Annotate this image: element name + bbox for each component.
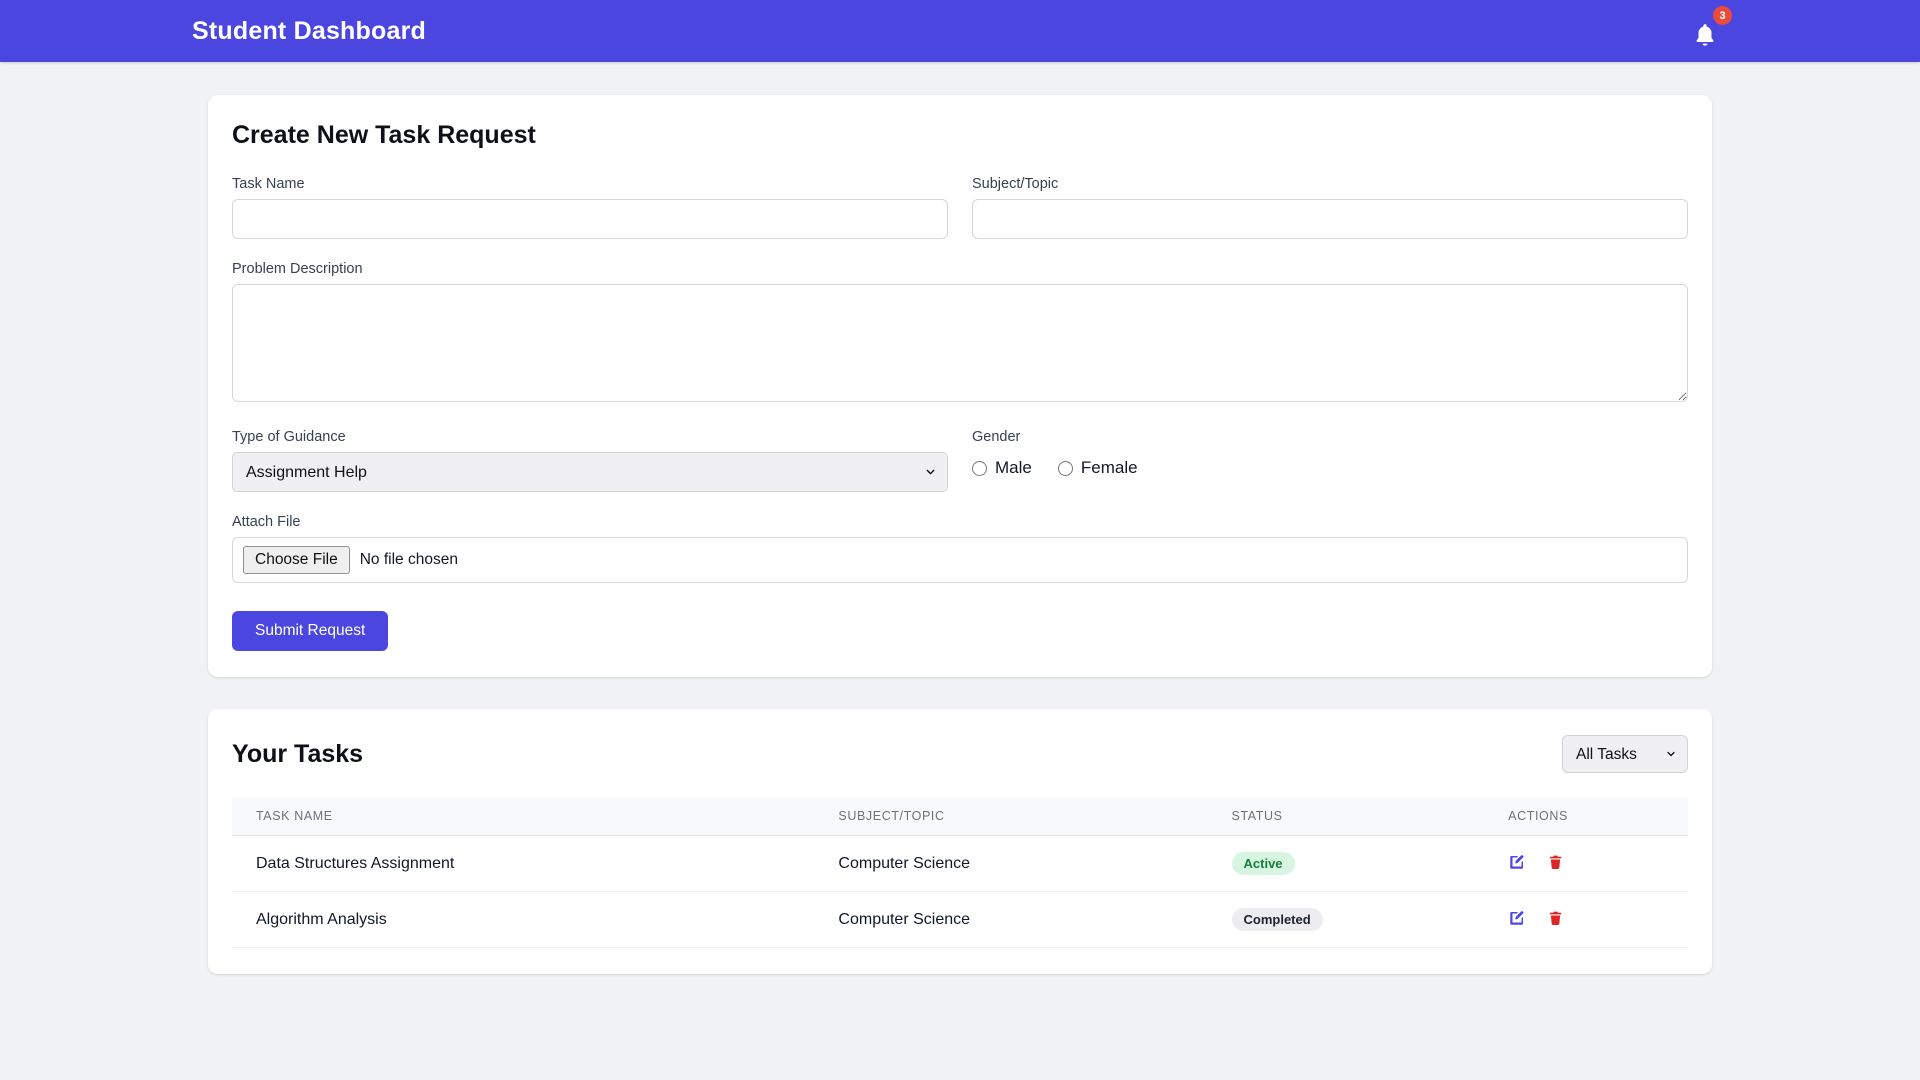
task-name-cell: Data Structures Assignment [232,836,814,892]
gender-male-radio[interactable] [972,461,987,476]
task-name-label: Task Name [232,176,948,192]
notifications-button[interactable]: 3 [1692,14,1722,48]
guidance-type-select[interactable]: Assignment Help [232,452,948,492]
edit-icon [1508,909,1526,930]
main-content: Create New Task Request Task Name Subjec… [192,95,1728,974]
subject-cell: Computer Science [814,892,1207,948]
subject-topic-input[interactable] [972,199,1688,239]
your-tasks-card: Your Tasks All Tasks Task Name Subject/T… [208,709,1712,974]
create-task-card: Create New Task Request Task Name Subjec… [208,95,1712,677]
page-title: Student Dashboard [192,17,426,46]
task-filter-select[interactable]: All Tasks [1562,735,1688,773]
column-header-actions: Actions [1484,797,1688,836]
submit-request-button[interactable]: Submit Request [232,611,388,651]
create-task-title: Create New Task Request [232,121,1688,150]
trash-icon [1547,909,1564,930]
gender-female-label: Female [1081,458,1138,478]
edit-icon [1508,853,1526,874]
delete-task-button[interactable] [1547,853,1564,874]
gender-male-label: Male [995,458,1032,478]
tasks-table: Task Name Subject/Topic Status Actions D… [232,797,1688,948]
delete-task-button[interactable] [1547,909,1564,930]
subject-topic-label: Subject/Topic [972,176,1688,192]
guidance-type-label: Type of Guidance [232,429,948,445]
attach-file-label: Attach File [232,514,1688,530]
gender-female-radio[interactable] [1058,461,1073,476]
edit-task-button[interactable] [1508,909,1526,930]
tasks-table-header-row: Task Name Subject/Topic Status Actions [232,797,1688,836]
column-header-task-name: Task Name [232,797,814,836]
status-badge: Active [1232,852,1295,875]
app-header: Student Dashboard 3 [0,0,1920,62]
your-tasks-title: Your Tasks [232,740,363,769]
table-row: Data Structures Assignment Computer Scie… [232,836,1688,892]
notification-count-badge: 3 [1713,6,1732,25]
task-name-input[interactable] [232,199,948,239]
problem-description-textarea[interactable] [232,284,1688,402]
file-input[interactable]: Choose File No file chosen [232,537,1688,583]
table-row: Algorithm Analysis Computer Science Comp… [232,892,1688,948]
subject-cell: Computer Science [814,836,1207,892]
task-name-cell: Algorithm Analysis [232,892,814,948]
file-chosen-status: No file chosen [360,551,458,569]
column-header-subject-topic: Subject/Topic [814,797,1207,836]
gender-male-option[interactable]: Male [972,458,1032,478]
trash-icon [1547,853,1564,874]
edit-task-button[interactable] [1508,853,1526,874]
status-badge: Completed [1232,908,1323,931]
column-header-status: Status [1208,797,1485,836]
gender-female-option[interactable]: Female [1058,458,1138,478]
problem-description-label: Problem Description [232,261,1688,277]
choose-file-button[interactable]: Choose File [243,546,350,574]
gender-label: Gender [972,429,1688,445]
